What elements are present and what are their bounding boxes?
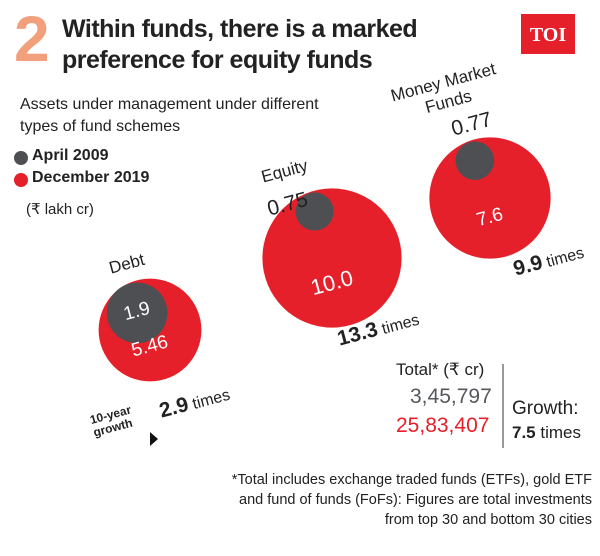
subtitle: Assets under management under different …: [20, 96, 319, 135]
legend-swatch: [14, 173, 28, 187]
unit: (₹ lakh cr): [26, 201, 94, 218]
badge: 2: [14, 3, 50, 75]
total-value: 3,45,797: [410, 385, 492, 408]
chart-title: Within funds, there is a marked preferen…: [62, 15, 418, 74]
total-label: Total* (₹ cr): [396, 360, 485, 379]
logo: TOI: [530, 24, 567, 46]
bubble: [106, 282, 168, 344]
total-value: 25,83,407: [396, 414, 490, 437]
bubble: [455, 141, 495, 180]
arrow: [150, 432, 158, 446]
growth-unit: times: [540, 423, 581, 442]
growth-label: Growth:: [512, 398, 579, 419]
legend-label: December 2019: [32, 169, 150, 186]
logo-box: [521, 14, 575, 54]
bubble: [295, 192, 334, 231]
growth-value: 7.5: [512, 423, 536, 442]
footnote: *Total includes exchange traded funds (E…: [231, 472, 592, 528]
legend-label: April 2009: [32, 147, 109, 164]
bubble: [262, 188, 402, 328]
legend-swatch: [14, 151, 28, 165]
